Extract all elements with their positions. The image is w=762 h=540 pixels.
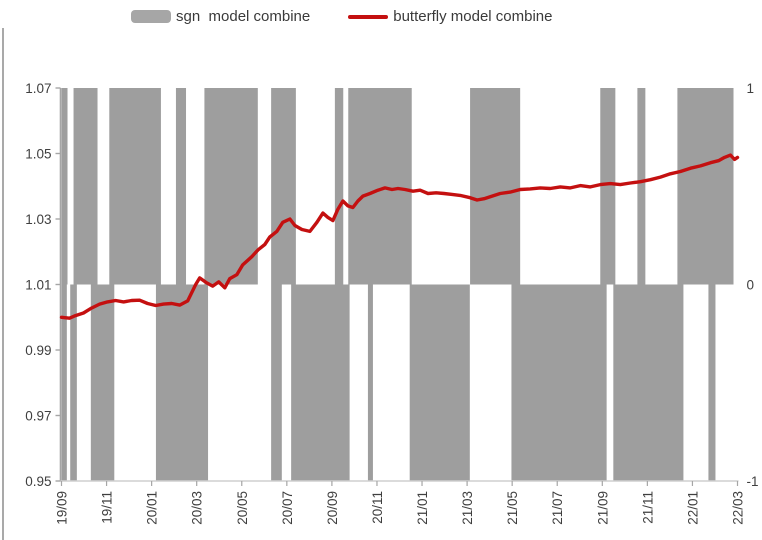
right-axis-label: 0 xyxy=(747,278,755,293)
sgn-bar-positive xyxy=(348,88,412,285)
x-axis-label: 21/05 xyxy=(505,491,520,525)
sgn-bar-negative xyxy=(708,284,716,481)
legend-label-sgn: sgn model combine xyxy=(176,8,311,25)
left-axis-label: 1.05 xyxy=(25,147,51,162)
right-axis-label: 1 xyxy=(747,81,755,96)
sgn-bar-positive xyxy=(271,88,296,285)
butterfly-line xyxy=(59,153,740,320)
sgn-bar-positive xyxy=(470,88,521,285)
x-axis-label: 20/05 xyxy=(235,491,250,525)
sgn-bar-negative xyxy=(511,284,607,481)
legend-item-sgn: sgn model combine xyxy=(131,8,310,25)
sgn-bar-negative xyxy=(70,284,77,481)
sgn-bar-negative xyxy=(291,284,350,481)
x-axis-label: 22/03 xyxy=(731,491,746,525)
left-axis-label: 1.01 xyxy=(25,278,51,293)
sgn-bar-negative xyxy=(613,284,684,481)
x-axis-label: 20/01 xyxy=(145,491,160,525)
left-axis-label: 1.07 xyxy=(25,81,51,96)
x-axis-label: 21/11 xyxy=(640,491,655,524)
window-left-border xyxy=(2,28,4,540)
sgn-bar-negative xyxy=(367,284,373,481)
sgn-bar-positive xyxy=(600,88,616,285)
butterfly-line-swatch-icon xyxy=(348,14,389,19)
x-axis-label: 22/01 xyxy=(685,491,700,525)
x-axis-label: 19/09 xyxy=(55,491,70,525)
left-axis-label: 0.99 xyxy=(25,343,51,358)
sgn-bar-positive xyxy=(204,88,258,285)
x-axis-label: 19/11 xyxy=(100,491,115,524)
sgn-bar-positive xyxy=(175,88,187,285)
sgn-bar-negative xyxy=(271,284,282,481)
x-axis-label: 20/11 xyxy=(370,491,385,524)
sgn-bar-positive xyxy=(637,88,646,285)
left-axis-label: 1.03 xyxy=(25,212,51,227)
left-axis-label: 0.97 xyxy=(25,409,51,424)
sgn-bar-positive xyxy=(334,88,344,285)
x-axis-label: 21/01 xyxy=(415,491,430,525)
sgn-bar-swatch-icon xyxy=(131,10,171,23)
x-axis-label: 20/09 xyxy=(325,491,340,525)
x-axis-label: 21/03 xyxy=(460,491,475,525)
x-axis-label: 20/07 xyxy=(280,491,295,525)
right-axis-label: -1 xyxy=(747,474,759,489)
left-axis-label: 0.95 xyxy=(25,474,51,489)
sgn-bar-positive xyxy=(109,88,161,285)
legend-label-butterfly: butterfly model combine xyxy=(393,8,553,25)
sgn-bar-positive xyxy=(73,88,98,285)
sgn-bar-negative xyxy=(155,284,209,481)
sgn-bar-positive xyxy=(677,88,734,285)
legend-item-butterfly: butterfly model combine xyxy=(348,8,553,25)
sgn-bar-negative xyxy=(90,284,115,481)
chart-legend: sgn model combine butterfly model combin… xyxy=(131,8,553,25)
x-axis-label: 21/07 xyxy=(550,491,565,525)
x-axis-label: 21/09 xyxy=(595,491,610,525)
sgn-bar-positive xyxy=(61,88,68,285)
sgn-bar-negative xyxy=(61,284,67,481)
sgn-bar-negative xyxy=(409,284,470,481)
x-axis-label: 20/03 xyxy=(190,491,205,525)
